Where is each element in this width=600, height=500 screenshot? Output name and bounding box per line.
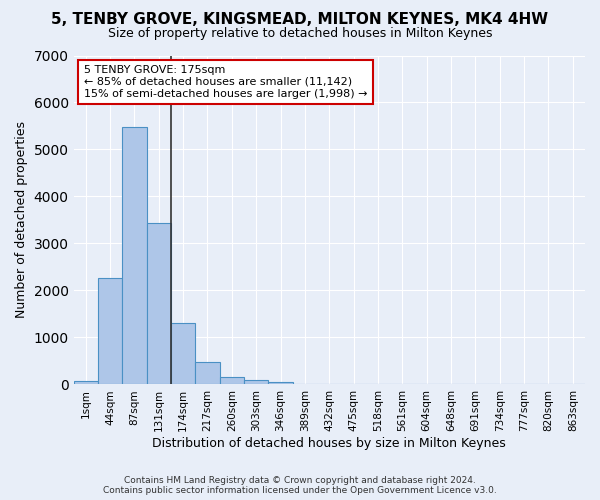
Bar (98, 278, 122, 384)
Text: Size of property relative to detached houses in Milton Keynes: Size of property relative to detached ho… (108, 28, 492, 40)
Bar (220, 377, 244, 384)
Text: 5, TENBY GROVE, KINGSMEAD, MILTON KEYNES, MK4 4HW: 5, TENBY GROVE, KINGSMEAD, MILTON KEYNES… (52, 12, 548, 28)
Bar (74, 381, 98, 384)
Bar (268, 382, 293, 384)
Bar (196, 362, 220, 384)
Bar (122, 128, 146, 384)
Y-axis label: Number of detached properties: Number of detached properties (15, 122, 28, 318)
Bar (146, 223, 171, 384)
Text: 5 TENBY GROVE: 175sqm
← 85% of detached houses are smaller (11,142)
15% of semi-: 5 TENBY GROVE: 175sqm ← 85% of detached … (84, 66, 367, 98)
Bar (171, 323, 196, 384)
Bar (244, 380, 268, 384)
X-axis label: Distribution of detached houses by size in Milton Keynes: Distribution of detached houses by size … (152, 437, 506, 450)
Text: Contains HM Land Registry data © Crown copyright and database right 2024.
Contai: Contains HM Land Registry data © Crown c… (103, 476, 497, 495)
